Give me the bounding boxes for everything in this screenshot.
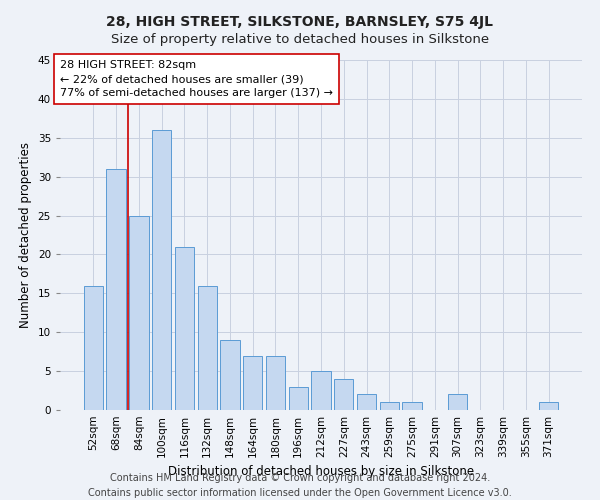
Bar [380, 402, 399, 410]
Bar [334, 379, 353, 410]
Bar [175, 246, 194, 410]
Bar [106, 169, 126, 410]
Bar [448, 394, 467, 410]
Bar [289, 386, 308, 410]
Bar [357, 394, 376, 410]
Bar [243, 356, 262, 410]
Bar [403, 402, 422, 410]
Bar [539, 402, 558, 410]
Text: 28, HIGH STREET, SILKSTONE, BARNSLEY, S75 4JL: 28, HIGH STREET, SILKSTONE, BARNSLEY, S7… [107, 15, 493, 29]
Bar [129, 216, 149, 410]
Y-axis label: Number of detached properties: Number of detached properties [19, 142, 32, 328]
Text: 28 HIGH STREET: 82sqm
← 22% of detached houses are smaller (39)
77% of semi-deta: 28 HIGH STREET: 82sqm ← 22% of detached … [60, 60, 333, 98]
Bar [220, 340, 239, 410]
Bar [266, 356, 285, 410]
Text: Size of property relative to detached houses in Silkstone: Size of property relative to detached ho… [111, 32, 489, 46]
Text: Contains HM Land Registry data © Crown copyright and database right 2024.
Contai: Contains HM Land Registry data © Crown c… [88, 472, 512, 498]
X-axis label: Distribution of detached houses by size in Silkstone: Distribution of detached houses by size … [168, 466, 474, 478]
Bar [84, 286, 103, 410]
Bar [152, 130, 172, 410]
Bar [311, 371, 331, 410]
Bar [197, 286, 217, 410]
